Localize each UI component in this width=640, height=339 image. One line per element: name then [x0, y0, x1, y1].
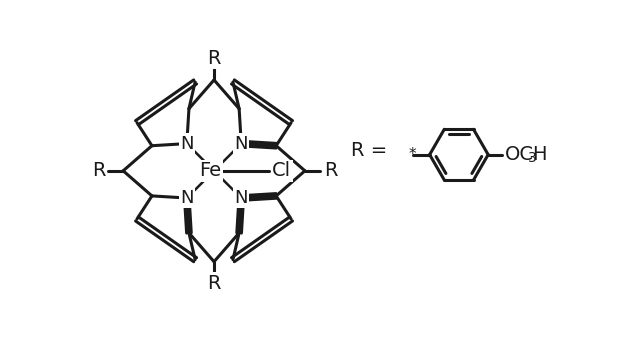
Text: N: N	[180, 189, 193, 207]
Text: *: *	[408, 147, 416, 162]
Text: N: N	[234, 135, 248, 153]
Text: N: N	[180, 135, 193, 153]
Text: Cl: Cl	[272, 161, 291, 180]
Text: OCH: OCH	[505, 145, 548, 164]
Text: 3: 3	[528, 152, 537, 165]
Text: N: N	[234, 189, 248, 207]
Text: Fe: Fe	[199, 161, 221, 180]
Text: R: R	[92, 161, 106, 180]
Text: R: R	[207, 49, 221, 68]
Text: R =: R =	[351, 141, 387, 160]
Text: R: R	[207, 274, 221, 293]
Text: R: R	[324, 161, 338, 180]
